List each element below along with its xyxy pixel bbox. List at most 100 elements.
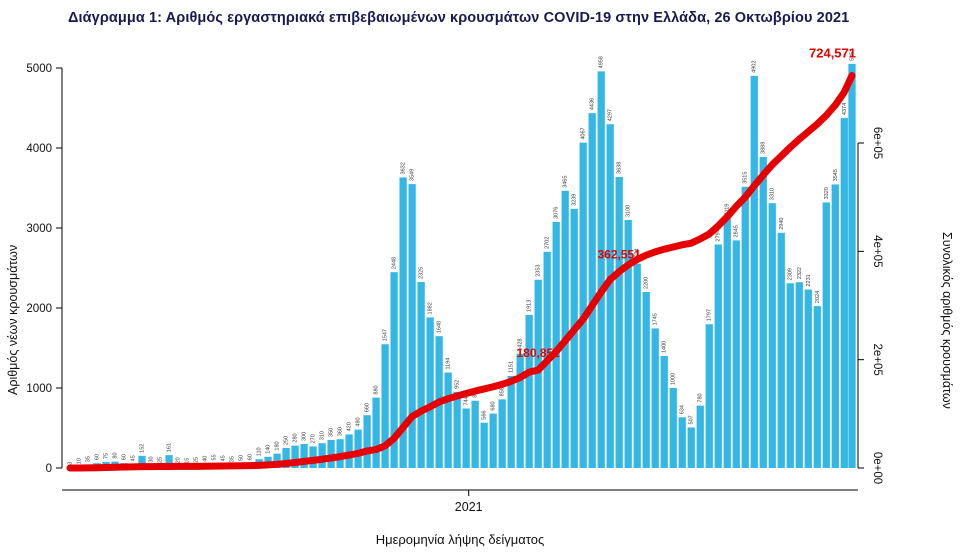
svg-text:1882: 1882 (428, 302, 434, 314)
svg-text:40: 40 (203, 456, 209, 462)
svg-text:60: 60 (248, 454, 254, 460)
svg-text:180: 180 (275, 441, 281, 450)
svg-text:6e+05: 6e+05 (871, 127, 883, 159)
svg-text:4297: 4297 (608, 109, 614, 121)
svg-text:4436: 4436 (590, 98, 596, 110)
svg-text:300: 300 (302, 432, 308, 441)
svg-text:1745: 1745 (653, 313, 659, 325)
svg-text:50: 50 (239, 455, 245, 461)
svg-text:2353: 2353 (536, 265, 542, 277)
svg-text:3515: 3515 (743, 172, 749, 184)
svg-text:3545: 3545 (833, 169, 839, 181)
svg-text:3: 3 (68, 462, 74, 465)
svg-text:724,571: 724,571 (809, 46, 856, 61)
svg-text:310: 310 (320, 431, 326, 440)
svg-text:744: 744 (464, 396, 470, 405)
svg-text:2325: 2325 (419, 267, 425, 279)
svg-text:780: 780 (698, 393, 704, 402)
svg-text:3076: 3076 (554, 207, 560, 219)
svg-text:2845: 2845 (734, 225, 740, 237)
svg-text:858: 858 (500, 387, 506, 396)
svg-text:634: 634 (680, 405, 686, 414)
svg-text:2322: 2322 (797, 267, 803, 279)
svg-text:5052: 5052 (850, 49, 856, 61)
svg-text:362,551: 362,551 (598, 248, 642, 262)
svg-text:152: 152 (140, 444, 146, 453)
svg-text:2702: 2702 (545, 237, 551, 249)
svg-text:4374: 4374 (842, 103, 848, 115)
svg-text:4000: 4000 (26, 143, 52, 155)
svg-text:25: 25 (158, 457, 164, 463)
svg-text:180,852: 180,852 (516, 346, 560, 360)
svg-text:20: 20 (176, 457, 182, 463)
svg-text:360: 360 (338, 427, 344, 436)
svg-text:952: 952 (455, 380, 461, 389)
svg-text:30: 30 (149, 456, 155, 462)
svg-text:3000: 3000 (26, 223, 52, 235)
svg-text:35: 35 (230, 456, 236, 462)
svg-text:566: 566 (482, 411, 488, 420)
svg-text:2200: 2200 (644, 277, 650, 289)
svg-text:2231: 2231 (806, 274, 812, 286)
svg-text:660: 660 (365, 403, 371, 412)
svg-text:480: 480 (356, 417, 362, 426)
svg-text:1797: 1797 (707, 309, 713, 321)
svg-text:4e+05: 4e+05 (871, 235, 883, 267)
svg-text:680: 680 (491, 401, 497, 410)
svg-text:3888: 3888 (761, 142, 767, 154)
svg-text:270: 270 (311, 434, 317, 443)
svg-text:1547: 1547 (383, 329, 389, 341)
svg-text:3320: 3320 (824, 187, 830, 199)
svg-text:10: 10 (77, 458, 83, 464)
svg-text:420: 420 (347, 422, 353, 431)
svg-text:45: 45 (221, 455, 227, 461)
svg-text:15: 15 (185, 458, 191, 464)
svg-text:3632: 3632 (401, 162, 407, 174)
svg-text:1648: 1648 (437, 321, 443, 333)
svg-text:2794: 2794 (716, 229, 722, 241)
svg-text:1194: 1194 (446, 358, 452, 370)
svg-text:60: 60 (122, 454, 128, 460)
svg-text:250: 250 (284, 436, 290, 445)
svg-text:2448: 2448 (392, 257, 398, 269)
svg-text:1913: 1913 (527, 300, 533, 312)
svg-text:3638: 3638 (617, 162, 623, 174)
svg-text:2940: 2940 (779, 218, 785, 230)
svg-text:4902: 4902 (752, 61, 758, 73)
svg-text:110: 110 (257, 447, 263, 456)
svg-text:0e+00: 0e+00 (871, 452, 883, 484)
svg-text:280: 280 (293, 433, 299, 442)
svg-text:2000: 2000 (26, 303, 52, 315)
svg-text:45: 45 (131, 455, 137, 461)
chart-title: Διάγραμμα 1: Αριθμός εργαστηριακά επιβεβ… (68, 10, 850, 26)
svg-text:1000: 1000 (671, 373, 677, 385)
right-axis-title: Συνολικός αριθμός κρουσμάτων (940, 231, 954, 409)
svg-text:880: 880 (374, 385, 380, 394)
svg-text:3119: 3119 (725, 204, 731, 216)
svg-text:140: 140 (266, 445, 272, 454)
x-axis-title: Ημερομηνία λήψης δείγματος (375, 532, 545, 547)
svg-text:2e+05: 2e+05 (871, 344, 883, 376)
svg-text:3310: 3310 (770, 188, 776, 200)
svg-text:5000: 5000 (26, 63, 52, 75)
svg-text:25: 25 (194, 457, 200, 463)
svg-text:35: 35 (86, 456, 92, 462)
svg-text:4067: 4067 (581, 127, 587, 139)
svg-text:507: 507 (689, 415, 695, 424)
svg-text:2024: 2024 (815, 291, 821, 303)
svg-text:4958: 4958 (599, 56, 605, 68)
svg-text:2309: 2309 (788, 268, 794, 280)
svg-text:60: 60 (95, 454, 101, 460)
svg-text:80: 80 (113, 452, 119, 458)
svg-text:55: 55 (212, 454, 218, 460)
svg-text:1151: 1151 (509, 361, 515, 373)
svg-text:3100: 3100 (626, 205, 632, 217)
svg-text:1428: 1428 (518, 339, 524, 351)
svg-text:0: 0 (46, 463, 52, 475)
svg-text:3239: 3239 (572, 194, 578, 206)
svg-text:2021: 2021 (455, 500, 483, 514)
svg-text:1400: 1400 (662, 341, 668, 353)
svg-text:3465: 3465 (563, 176, 569, 188)
